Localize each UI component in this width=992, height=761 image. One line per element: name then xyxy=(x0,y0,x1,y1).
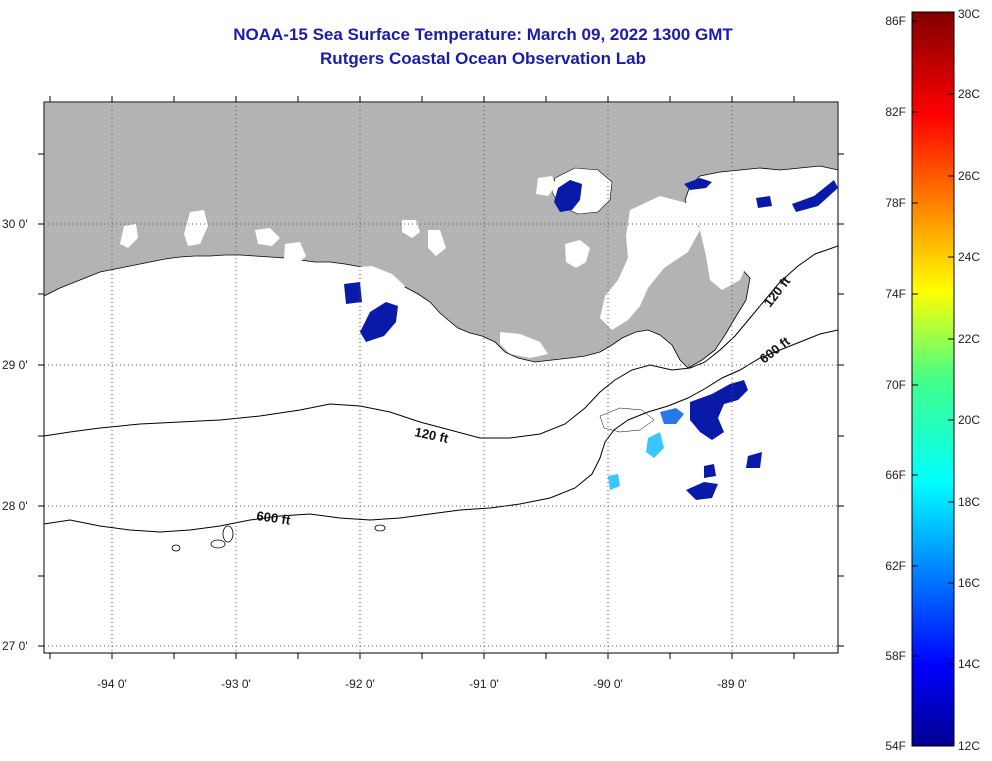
lat-label-29: 29 0' xyxy=(2,358,28,372)
colorbar-f-66: 66F xyxy=(885,468,906,482)
colorbar-c-14: 14C xyxy=(958,657,980,671)
lon-label-94: -94 0' xyxy=(97,677,127,691)
colorbar-f-70: 70F xyxy=(885,378,906,392)
colorbar-f-54: 54F xyxy=(885,739,906,753)
cloud-over-water xyxy=(599,407,655,433)
lon-label-93: -93 0' xyxy=(221,677,251,691)
lon-label-92: -92 0' xyxy=(345,677,375,691)
colorbar-c-30: 30C xyxy=(958,7,980,21)
lat-label-27: 27 0' xyxy=(2,639,28,653)
colorbar-c-26: 26C xyxy=(958,169,980,183)
map-title: NOAA-15 Sea Surface Temperature: March 0… xyxy=(233,25,733,44)
contour-120ft xyxy=(44,245,838,439)
colorbar-c-22: 22C xyxy=(958,332,980,346)
contour-label-120ft: 120 ft xyxy=(413,424,450,446)
lat-label-28: 28 0' xyxy=(2,499,28,513)
colorbar-c-18: 18C xyxy=(958,495,980,509)
lon-label-91: -91 0' xyxy=(469,677,499,691)
lat-label-30: 30 0' xyxy=(2,217,28,231)
colorbar-c-16: 16C xyxy=(958,576,980,590)
colorbar-c-12: 12C xyxy=(958,739,980,753)
frame-ticks xyxy=(38,96,844,659)
lon-label-89: -89 0' xyxy=(717,677,747,691)
colorbar-f-78: 78F xyxy=(885,196,906,210)
warm-water-patches xyxy=(608,432,664,490)
contour-islands xyxy=(171,524,386,552)
colorbar-c-24: 24C xyxy=(958,250,980,264)
map-subtitle: Rutgers Coastal Ocean Observation Lab xyxy=(320,49,646,68)
moderate-water-patches xyxy=(660,408,684,424)
contour-600ft xyxy=(44,329,838,533)
colorbar-c-20: 20C xyxy=(958,413,980,427)
colorbar xyxy=(911,11,955,747)
colorbar-f-82: 82F xyxy=(885,105,906,119)
colorbar-f-62: 62F xyxy=(885,559,906,573)
colorbar-c-28: 28C xyxy=(958,87,980,101)
graticule xyxy=(44,102,838,653)
lon-label-90: -90 0' xyxy=(593,677,623,691)
contour-label-600ft: 600 ft xyxy=(256,508,292,528)
colorbar-ticks xyxy=(912,20,954,665)
colorbar-f-74: 74F xyxy=(885,287,906,301)
colorbar-f-86: 86F xyxy=(885,14,906,28)
colorbar-f-58: 58F xyxy=(885,649,906,663)
cold-water-patches xyxy=(344,178,838,500)
